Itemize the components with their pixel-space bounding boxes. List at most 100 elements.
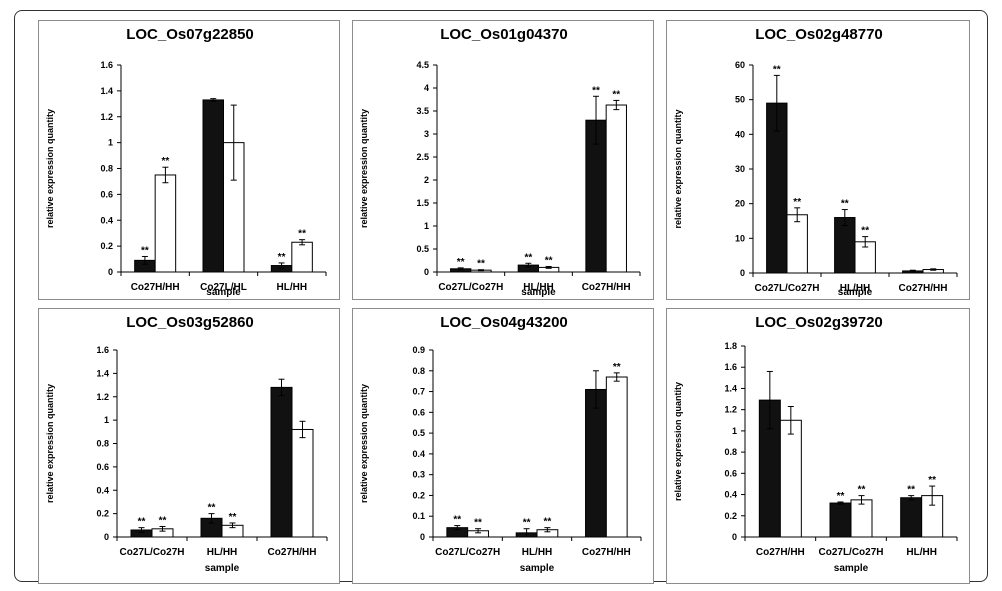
bar-open-co27h-hh — [605, 104, 627, 273]
x-category-label: Co27H/HH — [899, 283, 948, 294]
x-category-label: HL/HH — [523, 282, 554, 293]
chart-title: LOC_Os04g43200 — [440, 314, 568, 331]
significance-marker: ** — [612, 89, 620, 100]
bar-open-co27h-hh — [291, 428, 314, 538]
y-tick-label: 30 — [735, 164, 745, 174]
chart-svg: LOC_Os01g04370 0 0.5 1 1.5 2 2.5 3 3.5 4 4.5 ** ** Co… — [359, 26, 641, 298]
y-tick-label: 0.6 — [96, 462, 109, 472]
significance-marker: ** — [928, 475, 936, 486]
y-tick-label: 0 — [108, 267, 113, 277]
chart-svg: LOC_Os02g39720 0 0.2 0.4 0.6 0.8 1 1.2 1.4 1.6 1.8… — [673, 314, 958, 574]
x-category-label: Co27L/Co27H — [438, 282, 503, 293]
bar-filled-co27l-hl — [202, 99, 224, 273]
significance-marker: ** — [773, 64, 781, 75]
chart-svg: LOC_Os04g43200 0 0.1 0.2 0.3 0.4 0.5 0.6 0.7 0.8 0… — [359, 314, 642, 574]
bar-open-co27l-co27h — [850, 499, 873, 538]
bar-open-hl-hh — [291, 241, 313, 273]
x-category-label: Co27H/HH — [582, 547, 631, 558]
x-category-label: Co27L/Co27H — [435, 547, 500, 558]
x-axis-title: sample — [520, 563, 555, 574]
significance-marker: ** — [457, 257, 465, 268]
significance-marker: ** — [544, 517, 552, 528]
y-tick-label: 2.5 — [416, 152, 429, 162]
y-tick-label: 0.6 — [412, 407, 425, 417]
bar-open-co27l-co27h — [786, 214, 808, 274]
x-category-label: Co27H/HH — [756, 547, 805, 558]
x-category-label: HL/HH — [840, 283, 871, 294]
y-tick-label: 0.3 — [412, 470, 425, 480]
significance-marker: ** — [907, 485, 915, 496]
y-tick-label: 0.1 — [412, 511, 425, 521]
significance-marker: ** — [861, 226, 869, 237]
y-tick-label: 0.6 — [100, 189, 113, 199]
y-tick-label: 50 — [735, 95, 745, 105]
significance-marker: ** — [858, 485, 866, 496]
significance-marker: ** — [545, 255, 553, 266]
x-category-label: Co27L/Co27H — [754, 283, 819, 294]
y-tick-label: 0.2 — [724, 511, 737, 521]
chart-panel-loc-os01g04370: LOC_Os01g04370 0 0.5 1 1.5 2 2.5 3 3.5 4 4.5 ** ** Co… — [352, 20, 654, 300]
bar-filled-co27h-hh — [270, 386, 293, 538]
chart-svg: LOC_Os03g52860 0 0.2 0.4 0.6 0.8 1 1.2 1.4 1.6 ** *… — [45, 314, 328, 574]
significance-marker: ** — [793, 197, 801, 208]
chart-title: LOC_Os03g52860 — [126, 314, 254, 331]
y-tick-label: 0.4 — [100, 215, 113, 225]
y-tick-label: 0.5 — [412, 428, 425, 438]
y-tick-label: 1.6 — [96, 345, 109, 355]
y-tick-label: 1 — [424, 221, 429, 231]
bar-filled-hl-hh — [900, 497, 923, 538]
x-axis-title: sample — [206, 287, 241, 298]
y-tick-label: 0.2 — [96, 509, 109, 519]
significance-marker: ** — [141, 245, 149, 256]
x-category-label: Co27L/Co27H — [119, 547, 184, 558]
y-tick-label: 1.8 — [724, 341, 737, 351]
chart-panel-loc-os04g43200: LOC_Os04g43200 0 0.1 0.2 0.3 0.4 0.5 0.6 0.7 0.8 0… — [352, 308, 654, 584]
chart-svg: LOC_Os02g48770 0 10 20 30 40 50 60 ** ** Co27L/Co2… — [673, 26, 958, 298]
significance-marker: ** — [159, 515, 167, 526]
significance-marker: ** — [592, 85, 600, 96]
x-category-label: Co27L/HL — [200, 282, 247, 293]
y-axis-title: relative expression quantity — [45, 384, 55, 503]
chart-svg: LOC_Os07g22850 0 0.2 0.4 0.6 0.8 1 1.2 1.4 1.6 ** *… — [45, 26, 327, 298]
y-tick-label: 1 — [104, 415, 109, 425]
bar-open-co27h-hh — [779, 419, 802, 538]
y-tick-label: 0.7 — [412, 387, 425, 397]
bar-filled-co27l-co27h — [829, 502, 852, 538]
y-tick-label: 1.2 — [100, 112, 113, 122]
significance-marker: ** — [613, 362, 621, 373]
x-category-label: Co27H/HH — [131, 282, 180, 293]
significance-marker: ** — [208, 503, 216, 514]
y-tick-label: 0.2 — [100, 241, 113, 251]
chart-panel-loc-os02g39720: LOC_Os02g39720 0 0.2 0.4 0.6 0.8 1 1.2 1.4 1.6 1.8… — [666, 308, 970, 584]
y-tick-label: 3 — [424, 129, 429, 139]
y-tick-label: 60 — [735, 60, 745, 70]
y-tick-label: 0 — [104, 532, 109, 542]
y-tick-label: 1.2 — [724, 405, 737, 415]
significance-marker: ** — [477, 259, 485, 270]
chart-title: LOC_Os01g04370 — [440, 26, 568, 43]
y-tick-label: 0 — [424, 267, 429, 277]
x-axis-title: sample — [838, 287, 873, 298]
y-tick-label: 0 — [740, 268, 745, 278]
bar-open-co27h-hh — [605, 376, 628, 538]
significance-marker: ** — [278, 252, 286, 263]
y-tick-label: 0 — [732, 532, 737, 542]
y-tick-label: 1 — [108, 138, 113, 148]
y-tick-label: 0.8 — [100, 164, 113, 174]
y-axis-title: relative expression quantity — [359, 109, 369, 228]
chart-panel-loc-os07g22850: LOC_Os07g22850 0 0.2 0.4 0.6 0.8 1 1.2 1.4 1.6 ** *… — [38, 20, 340, 300]
y-tick-label: 10 — [735, 233, 745, 243]
significance-marker: ** — [523, 518, 531, 529]
significance-marker: ** — [138, 517, 146, 528]
y-tick-label: 1 — [732, 426, 737, 436]
y-tick-label: 1.6 — [724, 362, 737, 372]
y-tick-label: 4.5 — [416, 60, 429, 70]
x-category-label: Co27L/Co27H — [818, 547, 883, 558]
chart-title: LOC_Os02g39720 — [755, 314, 883, 331]
chart-panel-loc-os03g52860: LOC_Os03g52860 0 0.2 0.4 0.6 0.8 1 1.2 1.4 1.6 ** *… — [38, 308, 340, 584]
y-tick-label: 0.2 — [412, 490, 425, 500]
significance-marker: ** — [524, 252, 532, 263]
x-category-label: HL/HH — [906, 547, 937, 558]
x-category-label: HL/HH — [207, 547, 238, 558]
x-category-label: HL/HH — [522, 547, 553, 558]
